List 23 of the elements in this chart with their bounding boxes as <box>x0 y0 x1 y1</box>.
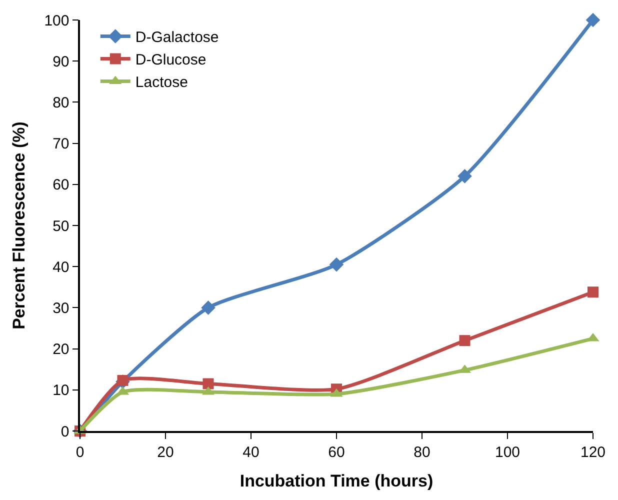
y-tick-label: 80 <box>52 94 70 112</box>
x-tick-label: 100 <box>494 444 520 461</box>
legend-label: Lactose <box>135 74 188 92</box>
y-tick-label: 10 <box>52 382 70 400</box>
y-tick-label: 40 <box>52 258 70 276</box>
x-tick-label: 120 <box>580 444 606 461</box>
legend-label: D-Glucose <box>135 52 206 69</box>
x-tick-label: 40 <box>242 444 260 461</box>
y-tick-label: 50 <box>52 218 70 235</box>
x-tick-label: 0 <box>76 444 84 461</box>
y-tick-label: 20 <box>52 341 70 358</box>
x-tick-label: 60 <box>328 444 345 461</box>
y-tick-label: 30 <box>52 300 70 317</box>
x-axis-title: Incubation Time (hours) <box>240 472 434 491</box>
y-tick-label: 100 <box>44 12 70 30</box>
x-tick-label: 20 <box>157 444 174 461</box>
y-tick-label: 0 <box>60 423 70 440</box>
y-tick-label: 70 <box>52 136 70 153</box>
y-tick-label: 60 <box>52 176 70 194</box>
y-tick-label: 90 <box>52 53 70 70</box>
legend-label: D-Galactose <box>135 29 219 46</box>
y-axis-title: Percent Fluorescence (%) <box>9 122 28 330</box>
x-tick-label: 80 <box>414 444 430 461</box>
